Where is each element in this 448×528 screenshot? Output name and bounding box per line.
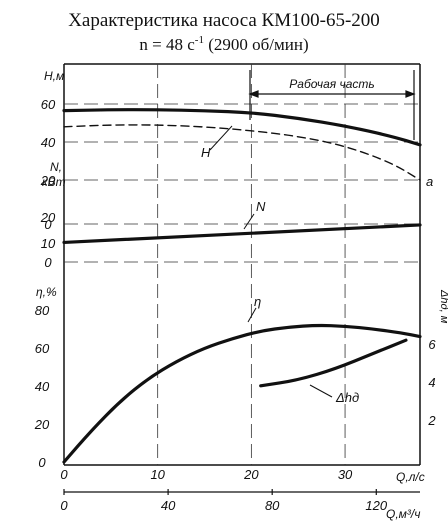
chart-frame <box>63 63 421 466</box>
x-tick-label-secondary: 0 <box>60 498 68 513</box>
npsh-tick-label: 2 <box>427 413 436 428</box>
head-tick-label: 20 <box>40 173 56 188</box>
chart-title: Характеристика насоса КМ100-65-200 <box>68 10 380 31</box>
head-tick-label: 60 <box>41 97 56 112</box>
efficiency-series-label: η <box>254 294 261 309</box>
head-series-line-0 <box>62 108 422 147</box>
x-tick-label-secondary: 40 <box>161 498 176 513</box>
head-axis-label: H,м <box>44 69 64 83</box>
npsh-tick-label: 4 <box>428 375 435 390</box>
head-series-label-leader <box>209 125 233 151</box>
npsh-series-label-leader <box>309 384 333 398</box>
head-series-label: H <box>201 145 211 160</box>
efficiency-tick-label: 0 <box>38 455 46 470</box>
x-tick-label-primary: 0 <box>60 467 68 482</box>
efficiency-series-line-0 <box>62 323 422 464</box>
power-series-label-leader <box>243 213 255 230</box>
efficiency-axis-label: η,% <box>36 285 57 299</box>
power-axis-label-n: N, <box>50 160 62 174</box>
efficiency-series-label-leader <box>247 307 257 323</box>
point-a-label: a <box>426 174 433 189</box>
x-tick-label-primary: 20 <box>243 467 259 482</box>
efficiency-tick-label: 60 <box>35 341 50 356</box>
x-tick-label-primary: 10 <box>150 467 165 482</box>
head-series-line-1 <box>63 124 421 181</box>
power-tick-label: 0 <box>44 255 52 270</box>
power-axis-label-unit: кВт <box>42 175 66 189</box>
power-tick-label: 20 <box>40 210 56 225</box>
efficiency-tick-label: 40 <box>35 379 50 394</box>
x-axis-label-primary: Q,л/с <box>396 470 425 484</box>
power-tick-label: 0 <box>44 217 52 232</box>
efficiency-tick-label: 80 <box>35 303 50 318</box>
chart-subtitle: n = 48 с-1 (2900 об/мин) <box>139 34 308 54</box>
x-tick-label-secondary: 80 <box>265 498 280 513</box>
power-series-label: N <box>256 199 266 214</box>
x-tick-label-secondary: 120 <box>365 498 387 513</box>
npsh-series-label: Δhд <box>335 390 359 405</box>
npsh-tick-label: 6 <box>428 337 436 352</box>
npsh-series-line-0 <box>259 338 408 388</box>
power-series-line-0 <box>62 223 422 245</box>
npsh-axis-label: Δhд, м <box>438 289 448 324</box>
x-axis-label-secondary: Q,м³/ч <box>386 507 420 521</box>
x-tick-label-primary: 30 <box>338 467 353 482</box>
power-tick-label: 10 <box>41 236 56 251</box>
efficiency-tick-label: 20 <box>34 417 50 432</box>
working-range-label: Рабочая часть <box>289 77 374 91</box>
head-tick-label: 40 <box>41 135 56 150</box>
